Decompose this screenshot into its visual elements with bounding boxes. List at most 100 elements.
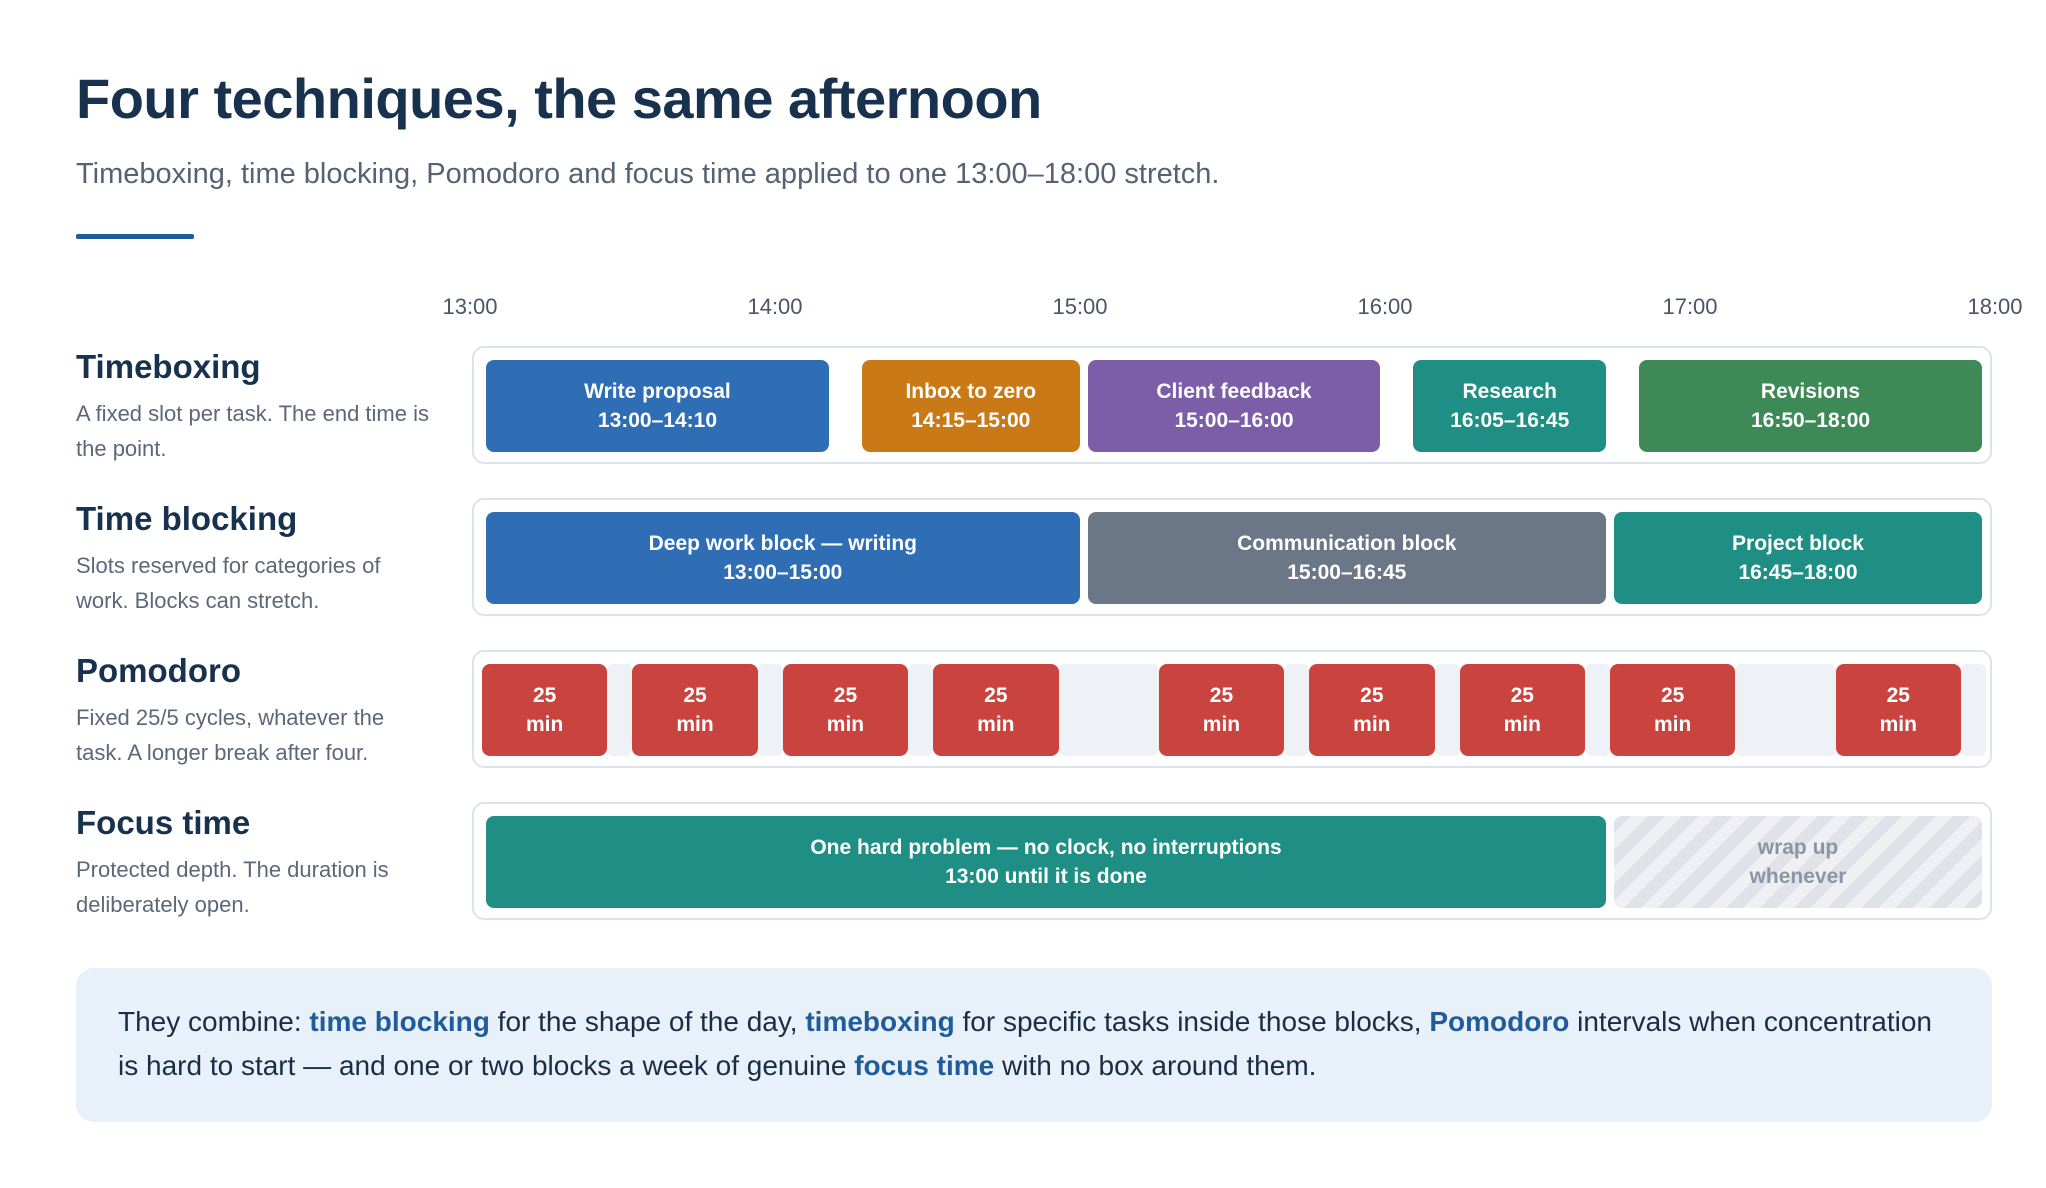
pomodoro-break: [1960, 664, 1986, 756]
track-time-blocking: Deep work block — writing 13:00–15:00 Comm…: [472, 498, 1992, 616]
time-block-time: 15:00–16:45: [1287, 561, 1407, 584]
timebox-block-label: Inbox to zero: [905, 380, 1037, 403]
row-description-timeboxing: A fixed slot per task. The end time is t…: [76, 401, 429, 461]
timebox-block-time: 14:15–15:00: [911, 409, 1031, 432]
timebox-block-label: Revisions: [1760, 380, 1861, 403]
pomodoro-interval: 25 min: [1610, 664, 1736, 756]
pomodoro-break: [1434, 664, 1460, 756]
track-timeboxing: Write proposal 13:00–14:10 Inbox to zero 14…: [472, 346, 1992, 464]
time-block: Project block 16:45–18:00: [1614, 512, 1982, 604]
pomodoro-interval-value: 25: [532, 684, 557, 707]
time-block-label: Communication block: [1237, 532, 1457, 555]
callout-keyword: Pomodoro: [1429, 1006, 1570, 1037]
time-block-time: 13:00–15:00: [723, 561, 843, 584]
pomodoro-interval-value: 25: [984, 684, 1008, 707]
track-focus-time: One hard problem — no clock, no interrup…: [472, 802, 1992, 920]
callout-keyword: time blocking: [309, 1006, 490, 1037]
callout-text: with no box around them.: [994, 1050, 1317, 1081]
focus-block-time: whenever: [1749, 865, 1847, 888]
pomodoro-interval: 25 min: [1158, 664, 1285, 756]
axis-tick: 13:00: [442, 294, 498, 319]
pomodoro-break: [607, 664, 633, 756]
pomodoro-interval-value: 25: [833, 684, 858, 707]
callout-text: intervals when concentration is hard to …: [118, 1006, 1933, 1081]
callout-text: They combine:: [118, 1006, 310, 1037]
time-block-label: Project block: [1732, 532, 1864, 555]
page-subtitle: Timeboxing, time blocking, Pomodoro and …: [76, 158, 1220, 190]
row-title-time-blocking: Time blocking: [76, 500, 298, 537]
pomodoro-interval-unit: min: [1202, 713, 1241, 736]
row-label-pomodoro: Pomodoro Fixed 25/5 cycles, whatever the…: [76, 652, 436, 770]
pomodoro-interval-unit: min: [676, 713, 714, 736]
time-block: Communication block 15:00–16:45: [1087, 512, 1606, 604]
pomodoro-interval-value: 25: [1209, 684, 1234, 707]
focus-block: wrap up whenever: [1614, 816, 1982, 908]
timebox-block-time: 13:00–14:10: [597, 409, 718, 432]
pomodoro-interval-value: 25: [1886, 684, 1910, 707]
row-description-pomodoro: Fixed 25/5 cycles, whatever the task. A …: [76, 705, 385, 765]
timebox-block: Write proposal 13:00–14:10: [486, 360, 829, 452]
pomodoro-interval-unit: min: [1879, 713, 1917, 736]
axis-tick: 16:00: [1357, 294, 1413, 319]
pomodoro-interval: 25 min: [1459, 664, 1585, 756]
callout-keyword: focus time: [854, 1050, 995, 1081]
timebox-block-label: Write proposal: [584, 380, 731, 403]
timebox-block-time: 16:50–18:00: [1750, 409, 1871, 432]
time-block-time: 16:45–18:00: [1738, 561, 1858, 584]
timebox-block: Revisions 16:50–18:00: [1639, 360, 1982, 452]
focus-block-time: 13:00 until it is done: [945, 865, 1147, 888]
axis-tick: 17:00: [1662, 294, 1718, 319]
pomodoro-break: [908, 664, 934, 756]
pomodoro-interval: 25 min: [482, 664, 608, 756]
pomodoro-interval-value: 25: [1660, 684, 1685, 707]
timebox-block: Inbox to zero 14:15–15:00: [862, 360, 1080, 452]
summary-callout: They combine: time blocking for the shap…: [76, 968, 1992, 1122]
pomodoro-break: [757, 664, 783, 756]
row-label-timeboxing: Timeboxing A fixed slot per task. The en…: [76, 348, 436, 466]
time-block-label: Deep work block — writing: [648, 532, 917, 555]
page-title: Four techniques, the same afternoon: [76, 67, 1042, 130]
row-description-time-blocking: Slots reserved for categories of work. B…: [76, 553, 381, 613]
timebox-block-time: 15:00–16:00: [1174, 409, 1294, 432]
pomodoro-break: [1584, 664, 1610, 756]
row-label-focus-time: Focus time Protected depth. The duration…: [76, 804, 436, 922]
pomodoro-interval-unit: min: [1503, 713, 1541, 736]
timebox-block-label: Client feedback: [1156, 380, 1312, 403]
axis-tick: 14:00: [747, 294, 803, 319]
time-axis: 13:00 14:00 15:00 16:00 17:00 18:00: [442, 294, 2022, 330]
row-title-focus-time: Focus time: [76, 804, 251, 841]
pomodoro-interval-unit: min: [977, 713, 1015, 736]
row-title-timeboxing: Timeboxing: [76, 348, 261, 385]
track-pomodoro: 25 min 25 min 25 min 25 min 25 min 25 min 25 min 25 min…: [472, 650, 1992, 768]
pomodoro-interval-value: 25: [1360, 684, 1384, 707]
accent-rule: [76, 234, 194, 239]
pomodoro-break: [1735, 664, 1836, 756]
timebox-block-time: 16:05–16:45: [1450, 409, 1570, 432]
pomodoro-interval-unit: min: [1653, 713, 1692, 736]
timebox-block: Client feedback 15:00–16:00: [1087, 360, 1381, 452]
pomodoro-interval-value: 25: [1510, 684, 1534, 707]
timebox-block-label: Research: [1462, 380, 1557, 403]
pomodoro-interval: 25 min: [1309, 664, 1435, 756]
focus-block: One hard problem — no clock, no interrup…: [486, 816, 1606, 908]
row-title-pomodoro: Pomodoro: [76, 652, 241, 689]
focus-block-label: One hard problem — no clock, no interrup…: [810, 836, 1282, 859]
callout-text: for specific tasks inside those blocks,: [954, 1006, 1430, 1037]
pomodoro-break: [1284, 664, 1310, 756]
focus-block-label: wrap up: [1757, 836, 1839, 859]
pomodoro-interval: 25 min: [782, 664, 909, 756]
callout-text: for the shape of the day,: [489, 1006, 806, 1037]
pomodoro-interval-unit: min: [826, 713, 865, 736]
row-label-time-blocking: Time blocking Slots reserved for categor…: [76, 500, 436, 618]
axis-tick: 18:00: [1967, 294, 2023, 319]
callout-keyword: timeboxing: [805, 1006, 955, 1037]
pomodoro-interval: 25 min: [1835, 664, 1961, 756]
pomodoro-interval-unit: min: [1353, 713, 1391, 736]
pomodoro-interval: 25 min: [933, 664, 1059, 756]
timebox-block: Research 16:05–16:45: [1413, 360, 1606, 452]
pomodoro-break: [1058, 664, 1159, 756]
pomodoro-interval-unit: min: [525, 713, 564, 736]
pomodoro-interval: 25 min: [632, 664, 758, 756]
row-description-focus-time: Protected depth. The duration is deliber…: [76, 857, 389, 917]
time-block: Deep work block — writing 13:00–15:00: [486, 512, 1080, 604]
